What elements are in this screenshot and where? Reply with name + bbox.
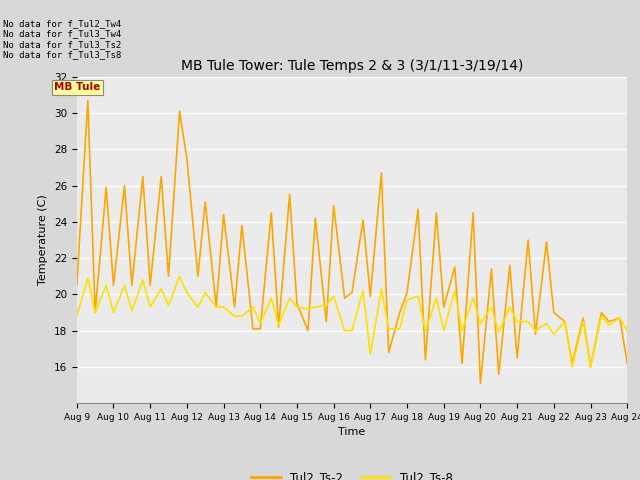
Tul2_Ts-2 (275, 324, 282, 330)
Tul2_Ts-8 (623, 328, 631, 334)
Tul2_Ts-2 (568, 360, 576, 366)
Tul2_Ts-8 (176, 274, 184, 279)
Tul2_Ts-2 (623, 360, 631, 366)
Tul2_Ts-8 (378, 286, 385, 292)
Tul2_Ts-2 (414, 206, 422, 212)
Tul2_Ts-8 (194, 304, 202, 310)
Tul2_Ts-8 (275, 323, 282, 328)
Y-axis label: Temperature (C): Temperature (C) (38, 194, 48, 286)
Title: MB Tule Tower: Tule Temps 2 & 3 (3/1/11-3/19/14): MB Tule Tower: Tule Temps 2 & 3 (3/1/11-… (181, 59, 523, 73)
Tul2_Ts-2 (477, 380, 484, 386)
Tul2_Ts-8 (73, 313, 81, 319)
Tul2_Ts-2 (73, 282, 81, 288)
X-axis label: Time: Time (339, 428, 365, 437)
Legend: Tul2_Ts-2, Tul2_Ts-8: Tul2_Ts-2, Tul2_Ts-8 (246, 466, 458, 480)
Line: Tul2_Ts-2: Tul2_Ts-2 (77, 100, 627, 383)
Tul2_Ts-8 (414, 293, 422, 299)
Line: Tul2_Ts-8: Tul2_Ts-8 (77, 276, 627, 367)
Text: MB Tule: MB Tule (54, 82, 100, 92)
Tul2_Ts-2 (378, 170, 385, 176)
Tul2_Ts-2 (212, 304, 220, 310)
Tul2_Ts-2 (84, 97, 92, 103)
Tul2_Ts-8 (212, 304, 220, 310)
Tul2_Ts-8 (568, 364, 576, 370)
Text: No data for f_Tul2_Tw4
No data for f_Tul3_Tw4
No data for f_Tul3_Ts2
No data for: No data for f_Tul2_Tw4 No data for f_Tul… (3, 19, 122, 60)
Tul2_Ts-8 (561, 319, 569, 324)
Tul2_Ts-2 (194, 274, 202, 279)
